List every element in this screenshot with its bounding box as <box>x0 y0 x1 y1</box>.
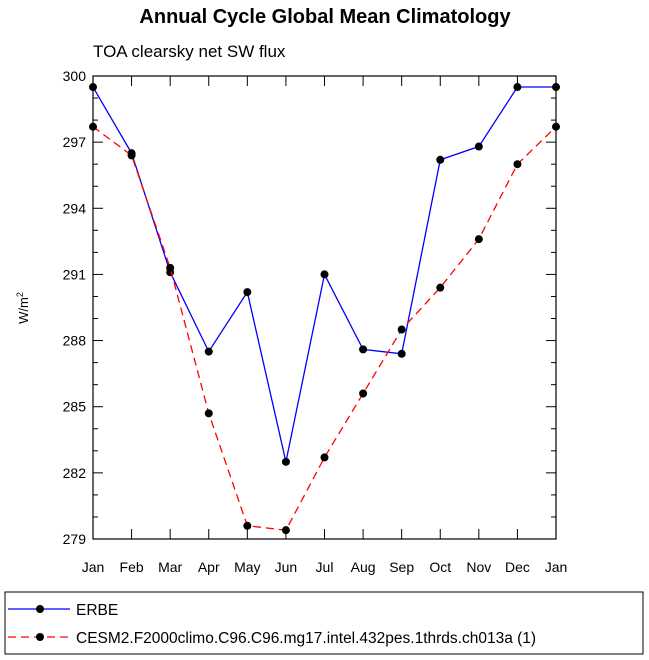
series-1-point <box>243 521 252 530</box>
x-tick-label: Aug <box>351 559 376 575</box>
x-tick-label: Sep <box>389 559 414 575</box>
chart-title: Annual Cycle Global Mean Climatology <box>139 6 511 28</box>
series-0-point <box>243 288 252 297</box>
y-tick-label: 279 <box>63 531 87 547</box>
svg-text:W/m2: W/m2 <box>15 292 31 324</box>
series-0-point <box>204 347 213 356</box>
y-tick-label: 291 <box>63 266 87 282</box>
y-tick-label: 297 <box>63 134 87 150</box>
series-1-point <box>474 235 483 244</box>
x-tick-label: Feb <box>120 559 144 575</box>
legend-box <box>4 591 644 655</box>
legend-marker-1 <box>36 633 44 641</box>
legend-label-0: ERBE <box>76 602 118 619</box>
x-tick-label: Mar <box>158 559 182 575</box>
y-tick-label: 294 <box>63 200 87 216</box>
x-tick-label: May <box>234 559 260 575</box>
series-1-point <box>359 389 368 398</box>
x-tick-label: Jul <box>316 559 334 575</box>
legend-marker-0 <box>36 605 44 613</box>
series-1-point <box>320 453 329 462</box>
series-1-point <box>281 526 290 535</box>
series-1-point <box>397 325 406 334</box>
x-tick-labels: Jan Feb Mar Apr May Jun Jul Aug Sep Oct Nov Dec Jan <box>82 559 568 575</box>
x-tick-label: Jan <box>82 559 105 575</box>
series-0-point <box>436 155 445 164</box>
legend: ERBE CESM2.F2000climo.C96.C96.mg17.intel.… <box>8 602 536 647</box>
series-0-point <box>474 142 483 151</box>
series-1-point <box>204 409 213 418</box>
series-0-point <box>552 83 560 92</box>
y-tick-label: 285 <box>63 399 87 415</box>
series-0-point <box>281 457 290 466</box>
series-layer <box>89 83 560 535</box>
x-tick-label: Nov <box>466 559 491 575</box>
x-tick-label: Apr <box>198 559 220 575</box>
series-1-point <box>127 151 136 160</box>
series-1-point <box>436 283 445 292</box>
plot-frame <box>92 75 557 540</box>
x-tick-label: Jan <box>545 559 568 575</box>
series-1-point <box>513 160 522 169</box>
series-line-1 <box>92 126 557 531</box>
y-axis-label-main: W/m <box>16 297 31 324</box>
minor-ticks <box>93 97 556 518</box>
y-tick-label: 300 <box>63 68 87 84</box>
x-tick-label: Jun <box>275 559 298 575</box>
series-0-point <box>89 83 97 92</box>
chart-subtitle: TOA clearsky net SW flux <box>93 42 286 61</box>
legend-label-1: CESM2.F2000climo.C96.C96.mg17.intel.432p… <box>76 630 536 647</box>
y-tick-label: 288 <box>63 333 87 349</box>
y-tick-label: 282 <box>63 465 87 481</box>
x-tick-label: Oct <box>429 559 451 575</box>
x-tick-label: Dec <box>505 559 530 575</box>
series-0-point <box>320 270 329 279</box>
series-1-point <box>166 263 175 272</box>
series-1-point <box>89 122 97 131</box>
series-0-point <box>513 83 522 92</box>
series-0-point <box>359 345 368 354</box>
y-axis-label-superscript: 2 <box>15 292 25 297</box>
major-ticks <box>92 75 557 540</box>
y-axis-label: W/m2 <box>15 292 31 324</box>
series-1-point <box>552 122 560 131</box>
y-tick-labels: 279 282 285 288 291 294 297 300 <box>63 68 87 547</box>
series-0-point <box>397 349 406 358</box>
